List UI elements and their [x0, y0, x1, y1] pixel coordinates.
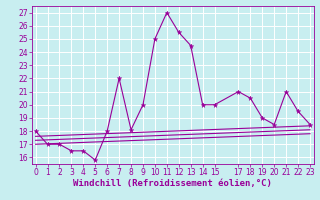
X-axis label: Windchill (Refroidissement éolien,°C): Windchill (Refroidissement éolien,°C) — [73, 179, 272, 188]
